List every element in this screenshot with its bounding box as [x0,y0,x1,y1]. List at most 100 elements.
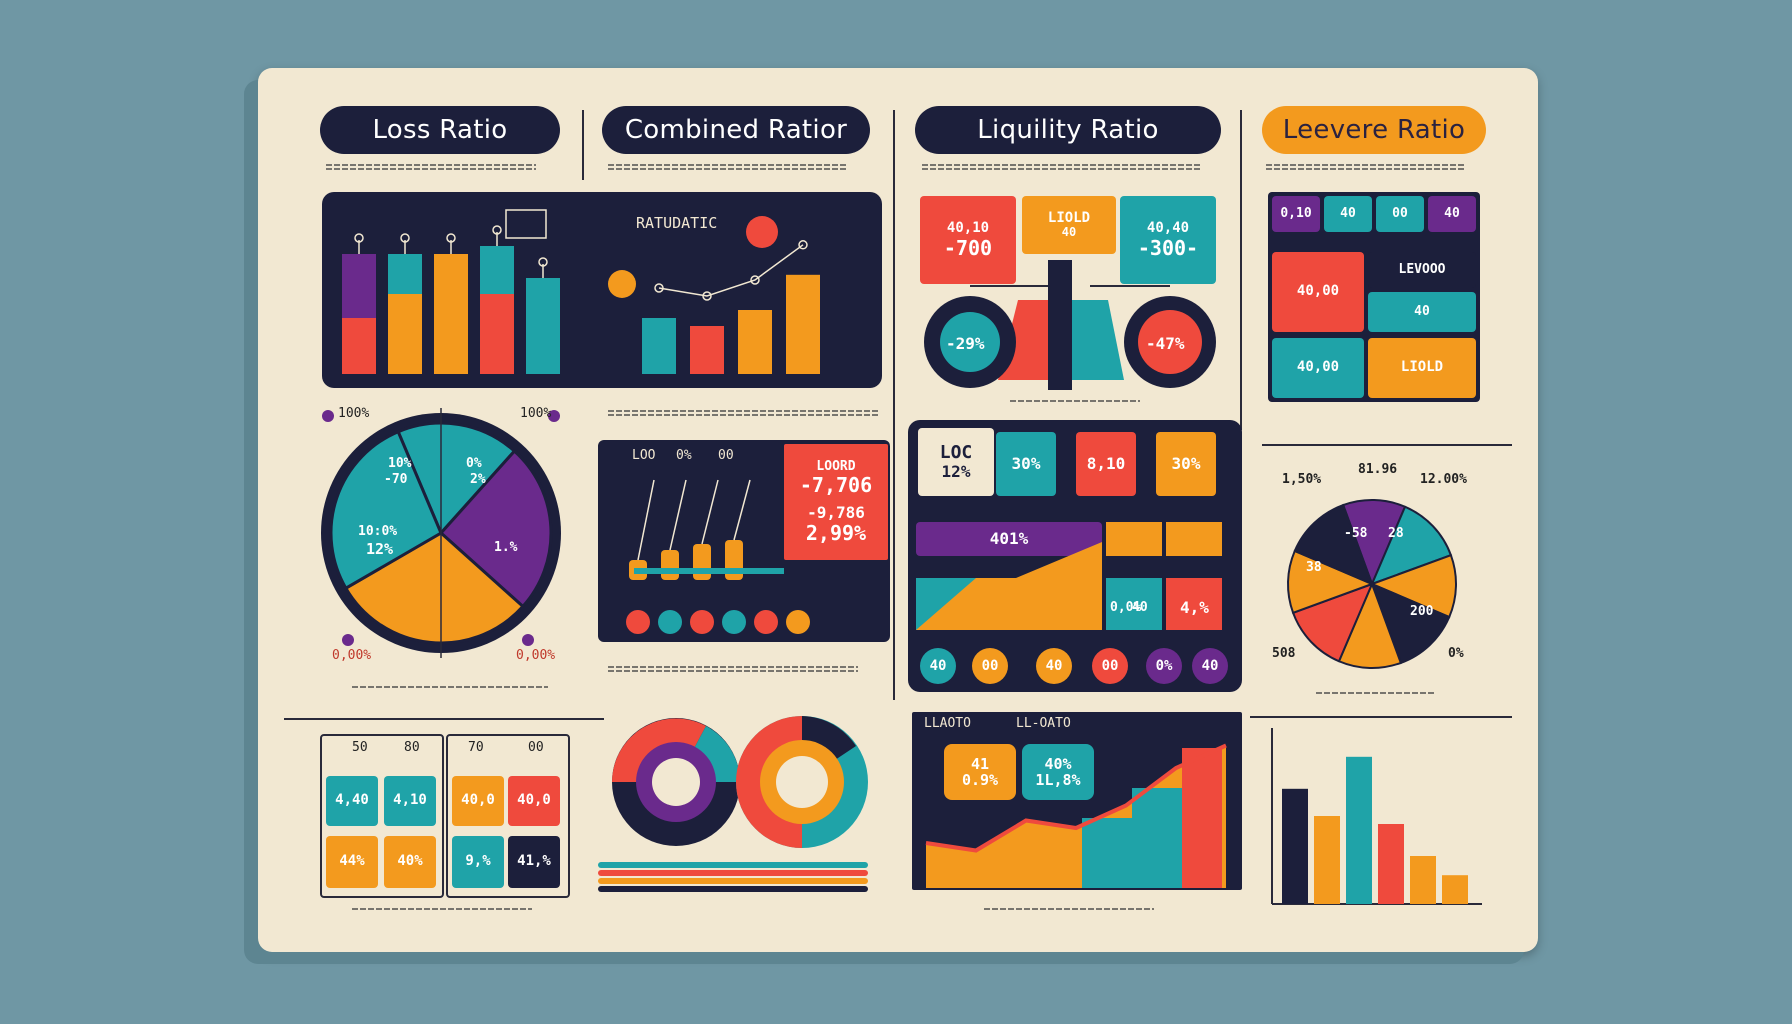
bar-marker [354,233,364,243]
fine-print [352,906,532,920]
table-cell: 4,40 [326,776,378,826]
indicator-dot [786,610,810,634]
pie-label: 0,00% [516,648,556,663]
pie-slice-label: 28 [1388,526,1404,541]
bar [1346,756,1372,904]
area-label: LL-OATO [1016,716,1071,731]
small-tile: 8,10 [1076,432,1136,496]
area-step [1182,748,1222,888]
lollipop-line [637,479,655,561]
pie-slice [329,429,443,591]
trend-point [798,240,808,250]
pie-label: 0% [1448,646,1464,661]
pie-slice [1370,505,1453,586]
table-cell: 9,% [452,836,504,888]
leverage-tile: 40 [1428,196,1476,232]
bar [480,294,514,374]
indicator-dot [658,610,682,634]
pie-slice [1341,499,1407,587]
combined-donuts [612,716,868,848]
bar [434,254,468,374]
bar [738,310,772,374]
fine-print [352,684,548,698]
small-tile: 30% [1156,432,1216,496]
liquidity-gauges [924,260,1216,390]
indicator-dot [690,610,714,634]
pie-pin [322,410,334,422]
bar-marker [538,257,548,267]
pie-label: 81.96 [1358,462,1398,477]
fine-print [1266,162,1466,176]
trend-point [750,275,760,285]
pie-pin [342,634,354,646]
band-label: 401% [916,522,1102,556]
leverage-tile: LIOLD [1368,338,1476,398]
pie-label: 1,50% [1282,472,1322,487]
flower-icon [746,216,778,248]
base-bar [634,568,784,574]
lollipop-bar [693,544,711,580]
pie-pin [548,410,560,422]
bar-segment [388,254,422,294]
pie-slice-label: 12% [366,540,394,558]
band-tile-label: 40 [1132,600,1148,615]
indicator-circle: 00 [972,648,1008,684]
table-cell: 4,10 [384,776,436,826]
loc-tile: LOC 12% [918,428,994,496]
bar [526,278,560,374]
pie-slice [1291,582,1374,663]
liquidity-tile: 40,10 -700 [920,196,1016,284]
pie-label: 100% [338,406,370,421]
small-tile: 30% [996,432,1056,496]
bar [1410,856,1436,904]
value-line: -7,706 [799,473,873,498]
leverage-tile: 0,10 [1272,196,1320,232]
bar [786,274,820,374]
combined-line-chart [626,479,810,634]
table-cell: 41,% [508,836,560,888]
pie-slice-label: 10:0% [358,524,398,539]
divider [1240,110,1242,430]
bar [342,318,376,374]
combined-stripes [598,862,868,892]
loss-ratio-header: Loss Ratio [320,106,560,154]
pie-slice [396,421,517,536]
liquidity-area-chart [925,743,1227,888]
donut-label-left: -29% [946,334,985,353]
area-step [1132,788,1182,888]
fine-print [608,408,878,422]
pie-label: 100% [520,406,552,421]
axis-label: 0% [676,448,692,463]
table-cell: 40,0 [508,776,560,826]
indicator-dot [722,610,746,634]
indicator-circle: 40 [1036,648,1072,684]
pie-pin [522,634,534,646]
band-tile-label: 4,% [1180,598,1209,617]
divider [284,718,604,720]
fine-print [326,162,536,176]
trend-point [702,291,712,301]
divider [1262,444,1512,446]
pie-slice [1370,582,1451,665]
indicator-dot [754,610,778,634]
liquidity-band-chart [916,522,1222,630]
indicator-circle: 40 [1192,648,1228,684]
trend-point [654,283,664,293]
lollipop-line [701,479,719,545]
value-line: LOORD [816,459,856,475]
table-cell: 50 [352,740,368,755]
bar-marker [492,225,502,235]
pie-slice [343,531,526,645]
loss-ratio-pie [321,408,561,658]
pie-label: 508 [1272,646,1296,661]
leverage-tile: 40 [1324,196,1372,232]
indicator-dot [626,610,650,634]
bar-segment [342,254,376,318]
bar [1442,875,1468,904]
combined-ratio-header: Combined Ratior [602,106,870,154]
pie-slice-label: 2% [470,472,486,487]
lollipop-line [669,479,687,551]
bar [1378,824,1404,904]
liquidity-tile: 40,40 -300- [1120,196,1216,284]
bar [642,318,676,374]
